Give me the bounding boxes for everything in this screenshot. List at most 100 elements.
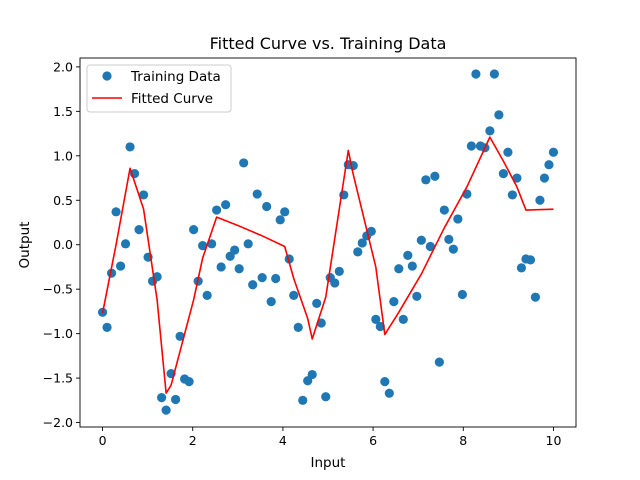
legend-label-fitted-curve: Fitted Curve bbox=[131, 91, 213, 107]
data-point bbox=[466, 141, 476, 151]
data-point bbox=[489, 69, 499, 79]
data-point bbox=[453, 214, 463, 224]
y-tick-label: −1.0 bbox=[43, 326, 73, 341]
data-point bbox=[403, 250, 413, 260]
data-point bbox=[425, 241, 435, 252]
data-point bbox=[175, 331, 185, 341]
data-point bbox=[434, 357, 444, 367]
data-point bbox=[530, 292, 541, 302]
x-tick-label: 0 bbox=[99, 433, 107, 448]
data-point bbox=[202, 290, 212, 300]
data-point bbox=[512, 173, 522, 183]
data-point bbox=[539, 173, 550, 183]
data-point bbox=[485, 126, 495, 136]
y-tick-label: −2.0 bbox=[43, 415, 73, 430]
x-tick-label: 10 bbox=[546, 433, 562, 448]
data-point bbox=[293, 322, 303, 333]
data-point bbox=[207, 239, 217, 249]
data-point bbox=[216, 262, 226, 272]
y-tick-label: 2.0 bbox=[53, 59, 73, 74]
data-point bbox=[421, 175, 431, 185]
data-point bbox=[275, 215, 285, 225]
data-point bbox=[312, 298, 322, 309]
legend: Training Data Fitted Curve bbox=[86, 64, 232, 113]
axes bbox=[79, 57, 577, 428]
data-point bbox=[102, 322, 112, 333]
ticks: 0 2 4 6 8 10 −2.0 −1.5 −1.0 −0.5 0.0 0.5 1.0 1.5 2.0 bbox=[43, 59, 562, 448]
data-point bbox=[271, 273, 281, 284]
data-point bbox=[394, 264, 404, 274]
data-point bbox=[243, 239, 253, 249]
data-point bbox=[230, 245, 240, 255]
data-point bbox=[125, 142, 135, 152]
data-point bbox=[407, 261, 417, 271]
legend-marker-training-data bbox=[102, 71, 112, 81]
data-point bbox=[280, 207, 290, 217]
fitted-curve-line bbox=[101, 136, 554, 395]
data-point bbox=[535, 195, 545, 205]
data-point bbox=[252, 189, 262, 199]
data-point bbox=[334, 266, 344, 276]
data-point bbox=[525, 255, 536, 265]
data-point bbox=[330, 278, 340, 288]
x-tick-label: 8 bbox=[459, 433, 467, 448]
data-point bbox=[371, 314, 381, 325]
data-point bbox=[138, 190, 149, 200]
y-tick-label: −0.5 bbox=[43, 282, 73, 297]
legend-box bbox=[86, 64, 232, 113]
data-point bbox=[161, 405, 171, 415]
data-point bbox=[134, 225, 144, 235]
plot-area bbox=[97, 69, 559, 415]
data-point bbox=[221, 200, 231, 210]
data-point bbox=[507, 190, 518, 200]
y-tick-label: 0.5 bbox=[53, 193, 73, 208]
x-axis-label: Input bbox=[311, 455, 346, 471]
data-point bbox=[184, 377, 194, 387]
data-point bbox=[262, 201, 272, 212]
data-point bbox=[380, 377, 390, 387]
data-point bbox=[266, 297, 276, 307]
data-point bbox=[444, 234, 454, 244]
data-point bbox=[239, 158, 249, 168]
data-point bbox=[115, 261, 126, 271]
data-point bbox=[457, 289, 467, 300]
data-point bbox=[157, 393, 167, 403]
y-tick-label: 0.0 bbox=[53, 237, 73, 252]
data-point bbox=[412, 291, 422, 301]
x-tick-label: 2 bbox=[189, 433, 197, 448]
data-point bbox=[416, 235, 426, 245]
data-point bbox=[212, 205, 222, 215]
x-tick-label: 4 bbox=[279, 433, 287, 448]
data-point bbox=[471, 69, 481, 79]
data-point bbox=[234, 264, 244, 274]
data-point bbox=[398, 314, 408, 325]
data-point bbox=[516, 263, 527, 273]
data-point bbox=[298, 395, 308, 405]
data-point bbox=[257, 273, 267, 283]
data-point bbox=[448, 244, 458, 254]
data-point bbox=[248, 280, 258, 290]
data-point bbox=[498, 168, 508, 179]
data-point bbox=[503, 147, 513, 157]
data-point bbox=[321, 392, 331, 402]
legend-label-training-data: Training Data bbox=[130, 69, 221, 85]
x-tick-label: 6 bbox=[369, 433, 377, 448]
data-point bbox=[357, 238, 367, 248]
y-axis-label: Output bbox=[17, 222, 33, 269]
data-point bbox=[189, 225, 199, 235]
chart-title: Fitted Curve vs. Training Data bbox=[210, 34, 447, 53]
data-point bbox=[198, 241, 208, 251]
data-point bbox=[120, 239, 131, 249]
data-point bbox=[307, 369, 317, 380]
data-point bbox=[170, 394, 181, 405]
data-point bbox=[439, 205, 449, 215]
data-point bbox=[111, 207, 121, 217]
y-tick-label: 1.5 bbox=[53, 104, 73, 119]
data-point bbox=[353, 247, 363, 257]
data-point bbox=[384, 388, 394, 398]
data-point bbox=[289, 290, 299, 300]
data-point bbox=[430, 171, 440, 181]
data-point bbox=[494, 110, 504, 120]
axes-frame bbox=[79, 57, 577, 428]
